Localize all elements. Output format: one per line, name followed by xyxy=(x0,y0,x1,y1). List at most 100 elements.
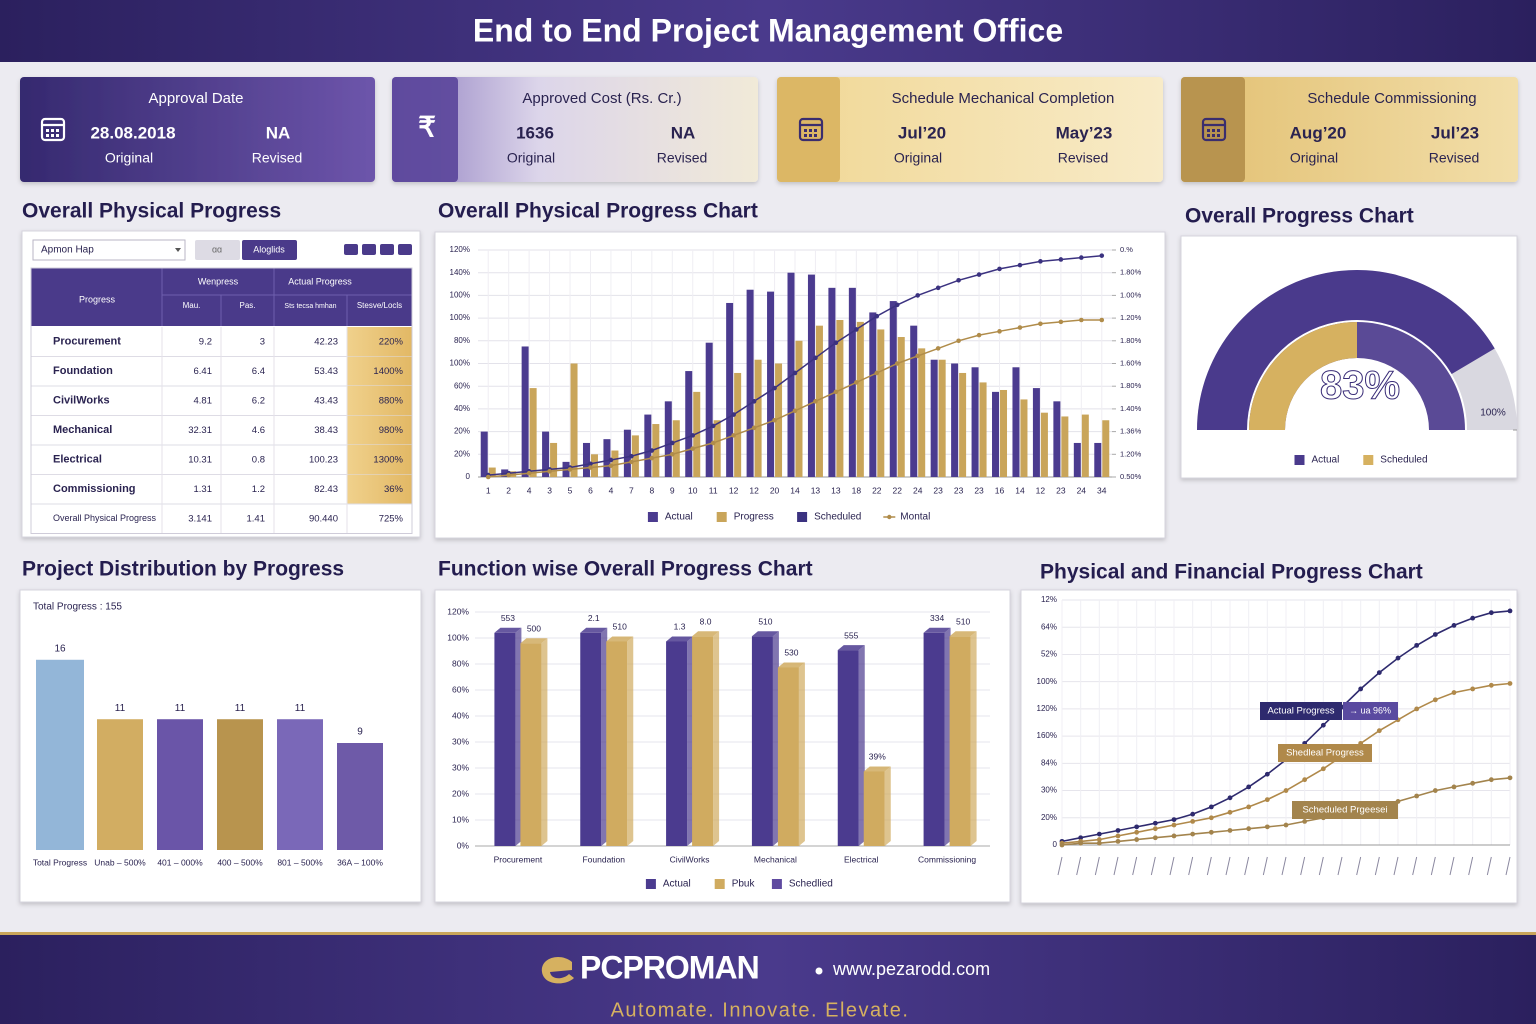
bar xyxy=(603,439,611,477)
line-point xyxy=(1152,820,1158,826)
line-point xyxy=(915,353,921,359)
table-border xyxy=(30,267,413,534)
bar xyxy=(951,363,959,477)
line-point xyxy=(1432,697,1438,703)
button[interactable] xyxy=(242,240,297,260)
bar xyxy=(157,719,203,850)
x-tick xyxy=(1356,856,1362,876)
bar xyxy=(337,743,383,850)
calendar-icon xyxy=(46,129,49,132)
cell: 3 xyxy=(260,336,265,347)
bar xyxy=(787,272,795,477)
x-tick-label: 16 xyxy=(995,485,1005,495)
cell: 4.81 xyxy=(194,395,213,406)
x-tick-label: 13 xyxy=(811,485,821,495)
line-point xyxy=(792,408,798,414)
x-tick-label: 12 xyxy=(1036,485,1046,495)
cell: 36% xyxy=(384,484,404,495)
line-point xyxy=(1451,784,1457,790)
footer-rule xyxy=(0,932,1536,935)
line-point xyxy=(1320,722,1326,728)
line-point xyxy=(1059,842,1065,848)
line-point xyxy=(588,461,593,467)
kpi-original: Jul’20 xyxy=(898,123,946,142)
line-point xyxy=(1171,822,1177,828)
x-tick xyxy=(1206,856,1212,876)
line-point xyxy=(772,417,777,423)
line-point xyxy=(649,448,655,453)
footer-bar xyxy=(0,932,1536,1024)
line-point xyxy=(485,474,491,480)
section-title: Project Distribution by Progress xyxy=(22,558,344,581)
x-tick xyxy=(1449,856,1455,876)
line-point xyxy=(690,433,696,438)
line-point xyxy=(1451,623,1457,628)
x-tick-label: 14 xyxy=(790,485,800,495)
button-label: ɑɑ xyxy=(212,244,222,254)
cell: 1.2 xyxy=(252,484,265,495)
bar xyxy=(775,363,783,477)
kpi-revised: NA xyxy=(266,123,291,142)
x-tick-label: 3 xyxy=(547,485,552,495)
bar xyxy=(570,363,578,477)
cell: 725% xyxy=(379,513,404,524)
bar-top xyxy=(751,631,779,637)
bar-top xyxy=(777,662,805,668)
y-tick-label: 100% xyxy=(450,313,470,322)
line-point xyxy=(1227,828,1233,833)
section-title: Overall Physical Progress Chart xyxy=(438,200,758,223)
bar xyxy=(521,346,529,477)
x-tick-label: 5 xyxy=(568,485,573,495)
nav-button[interactable] xyxy=(380,244,394,255)
cell: 42.23 xyxy=(314,336,338,347)
y-tick-label: 40% xyxy=(454,404,470,413)
nav-button[interactable] xyxy=(344,244,358,255)
line-point xyxy=(1227,795,1233,801)
line-point xyxy=(751,399,757,404)
calendar-icon xyxy=(1217,134,1220,137)
calendar-icon xyxy=(1207,129,1210,132)
kpi-original: Aug’20 xyxy=(1290,123,1347,142)
x-tick xyxy=(1262,856,1268,876)
series-tag xyxy=(1292,801,1398,819)
line-point xyxy=(833,340,839,345)
line-point xyxy=(874,370,880,376)
bar xyxy=(918,348,926,477)
line-point xyxy=(1507,608,1513,614)
line-point xyxy=(1134,824,1140,830)
bar xyxy=(863,771,885,846)
bar xyxy=(631,435,639,477)
y-tick-label: 0% xyxy=(457,840,470,850)
row-label: Mechanical xyxy=(53,424,112,436)
line-point xyxy=(1264,771,1270,777)
line-point xyxy=(710,423,716,429)
calendar-icon xyxy=(51,134,54,137)
line-point xyxy=(1414,793,1420,799)
website: www.pezarodd.com xyxy=(832,959,990,979)
nav-button[interactable] xyxy=(398,244,412,255)
line-point xyxy=(792,370,798,376)
x-tick-label: Commissioning xyxy=(918,854,976,864)
value-label: 16 xyxy=(54,643,66,654)
bar xyxy=(837,650,859,846)
bar xyxy=(582,442,590,477)
kpi-title: Schedule Commissioning xyxy=(1307,90,1476,107)
line-point xyxy=(629,459,634,465)
y-tick-label: 30% xyxy=(1041,786,1057,795)
button[interactable] xyxy=(195,240,240,260)
legend-label: Actual xyxy=(665,512,693,523)
x-tick-label: 400 – 500% xyxy=(217,857,263,867)
filter-dropdown[interactable] xyxy=(32,239,186,261)
bar xyxy=(542,431,550,477)
bar xyxy=(1081,414,1089,477)
nav-button[interactable] xyxy=(362,244,376,255)
x-tick-label: 9 xyxy=(670,485,675,495)
calendar-icon xyxy=(40,117,66,142)
series-tag-label: Actual Progress xyxy=(1267,706,1334,717)
x-tick xyxy=(1486,856,1492,876)
chart-panel xyxy=(1020,589,1518,904)
tagline: Automate. Innovate. Elevate. xyxy=(611,999,910,1021)
bar-side xyxy=(541,638,548,846)
line-point xyxy=(608,457,614,463)
table-header-text: Sts tecsa hmhan xyxy=(284,303,336,310)
